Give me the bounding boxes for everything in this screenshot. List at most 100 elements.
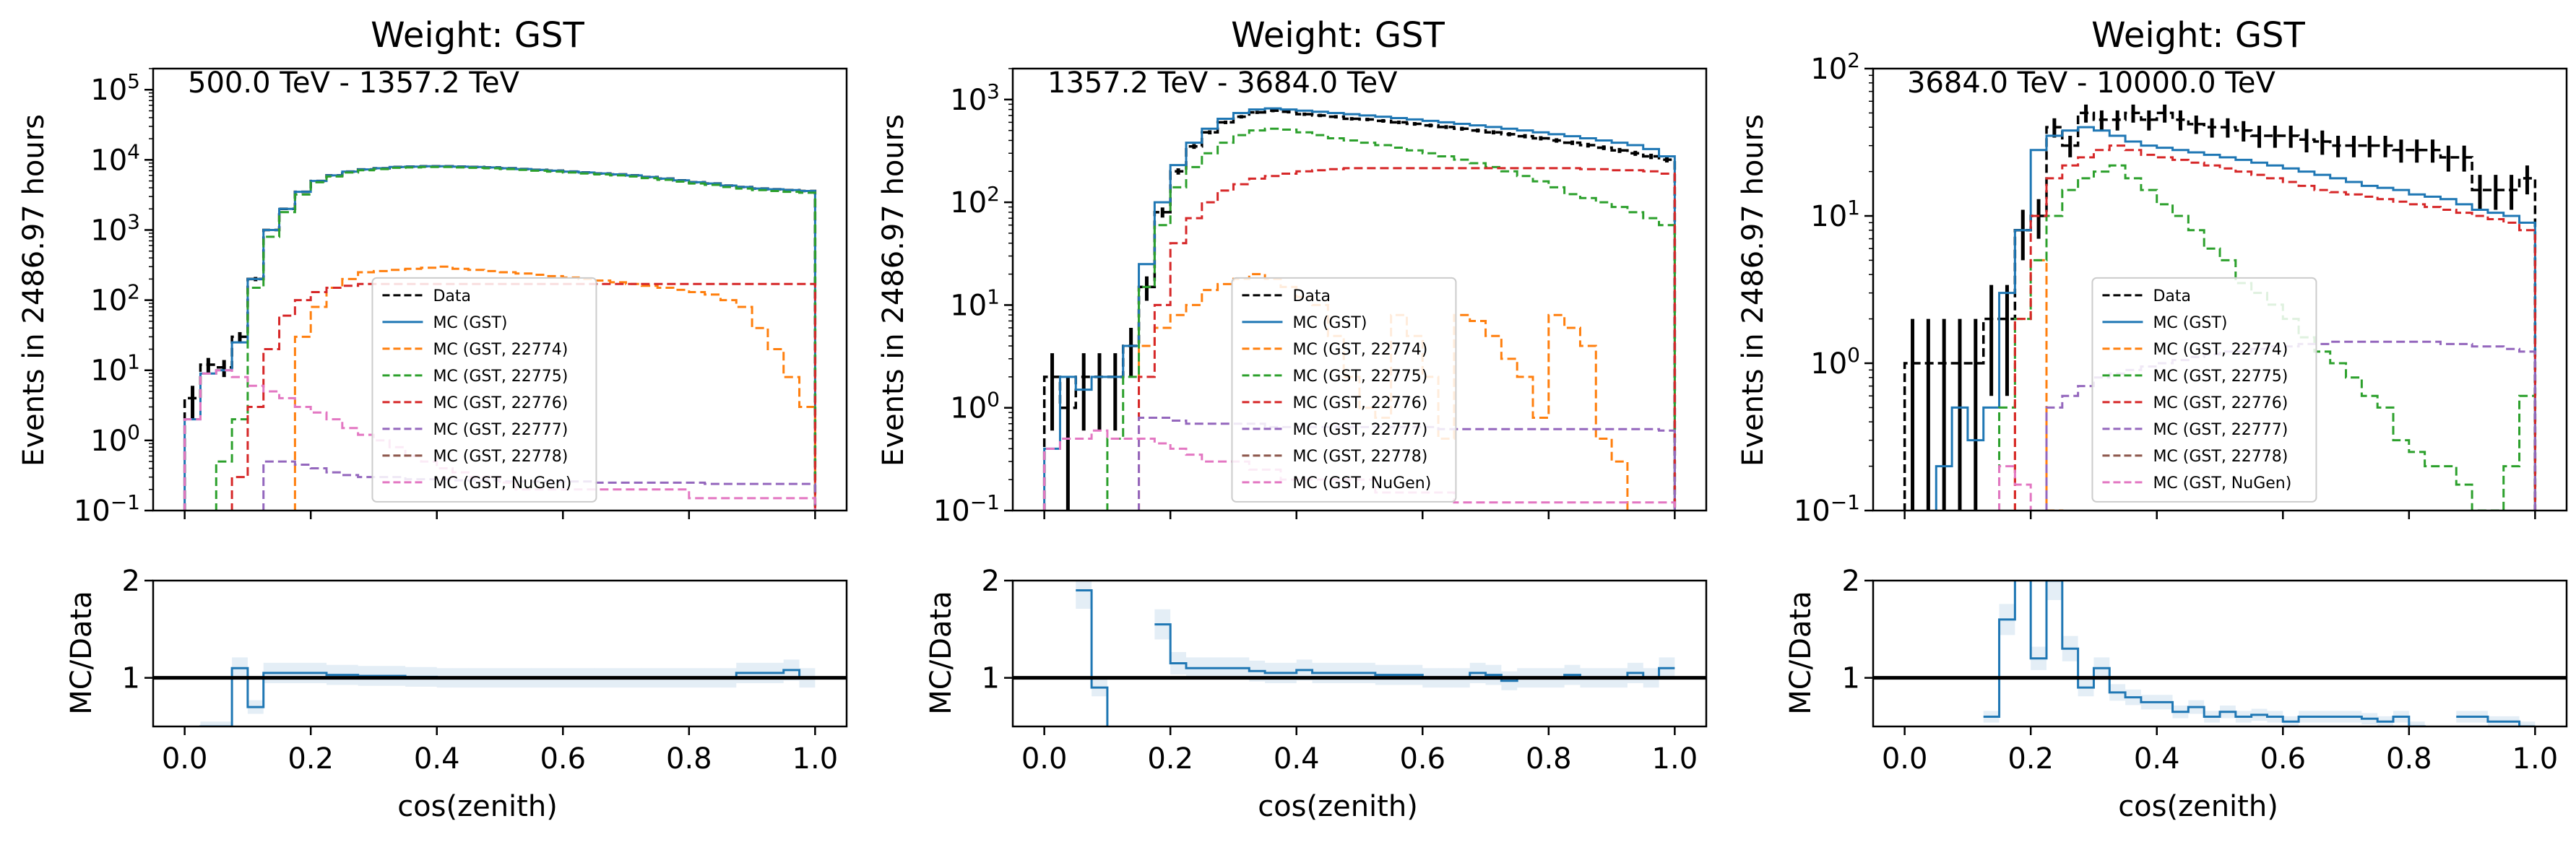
panel-0-ratio-band <box>200 721 217 726</box>
panel-1-legend-label-22777: MC (GST, 22777) <box>1292 421 1427 439</box>
panel-2-ratio-ytick-label: 2 <box>1842 565 1860 598</box>
panel-1-xtick-label: 0.2 <box>1147 742 1193 776</box>
panel-0-ytick-label: 103 <box>90 209 140 247</box>
panel-0-xtick-label: 0.4 <box>414 742 460 776</box>
panel-2-ratio-plot-area <box>1873 552 2567 726</box>
panel-1-legend-label-data: Data <box>1292 287 1331 305</box>
panel-0-legend-label-mc: MC (GST) <box>433 314 507 332</box>
panel-2-series-data <box>1903 111 2537 511</box>
panel-0-ratio-ylabel: MC/Data <box>65 591 98 714</box>
panel-0-title: Weight: GST <box>371 15 584 56</box>
panel-1-main-frame <box>1011 67 1708 512</box>
panel-2-ytick-label: 101 <box>1810 196 1860 233</box>
panel-0-xtick-label: 0.6 <box>540 742 586 776</box>
panel-0-xtick-label: 0.8 <box>666 742 712 776</box>
panel-1-legend-label-22775: MC (GST, 22775) <box>1292 368 1427 386</box>
panel-0-legend-label-22776: MC (GST, 22776) <box>433 394 568 412</box>
panel-2-ratio-ytick-label: 1 <box>1842 662 1860 695</box>
panel-1-ratio-ytick-label: 2 <box>982 565 1000 598</box>
panel-2-series-22776 <box>2013 144 2536 511</box>
panel-2-xtick-label: 0.6 <box>2260 742 2306 776</box>
panel-2-series-nugen <box>1998 465 2032 511</box>
panel-0-ylabel: Events in 2486.97 hours <box>17 114 51 466</box>
panel-1-main-plot-area <box>1042 107 1677 511</box>
panel-1-series-22775 <box>1106 127 1676 511</box>
panel-1-legend-label-22776: MC (GST, 22776) <box>1292 394 1427 412</box>
panel-2-ratio-band <box>2408 721 2425 726</box>
panel-2-xtick-label: 0.4 <box>2134 742 2180 776</box>
panel-0-legend-label-22775: MC (GST, 22775) <box>433 368 568 386</box>
panel-0-series-22775 <box>215 165 816 511</box>
panel-0-legend-label-22778: MC (GST, 22778) <box>433 448 568 466</box>
panel-1-legend-label-mc: MC (GST) <box>1292 314 1367 332</box>
panel-0-ratio-ytick-label: 1 <box>122 662 140 695</box>
panel-1-legend-label-nugen: MC (GST, NuGen) <box>1292 474 1431 492</box>
panel-1-ratio-ytick-label: 1 <box>982 662 1000 695</box>
panel-1-ratio-ylabel: MC/Data <box>925 591 958 714</box>
panel-1-ylabel: Events in 2486.97 hours <box>877 114 910 466</box>
panel-2-legend-label-22777: MC (GST, 22777) <box>2153 421 2288 439</box>
panel-0-series-22774 <box>293 265 816 511</box>
panel-2-series-22774 <box>2013 259 2064 511</box>
panel-0-ytick-label: 101 <box>90 350 140 388</box>
panel-1-xtick-label: 0.8 <box>1526 742 1572 776</box>
panel-1-ytick-label: 100 <box>950 388 1000 425</box>
panel-0-ratio-frame <box>152 579 848 728</box>
panel-0-ytick-label: 105 <box>90 69 140 107</box>
panel-0-legend-label-nugen: MC (GST, NuGen) <box>433 474 571 492</box>
panel-1-ytick-label: 102 <box>950 182 1000 220</box>
panel-0-ytick-label: 100 <box>90 420 140 458</box>
panel-2-xtick-label: 0.0 <box>1882 742 1928 776</box>
panel-2-legend-label-22778: MC (GST, 22778) <box>2153 448 2288 466</box>
panel-2-legend-label-22776: MC (GST, 22776) <box>2153 394 2288 412</box>
panel-2-xtick-label: 1.0 <box>2512 742 2559 776</box>
panel-1-series-22777 <box>1138 416 1676 511</box>
panel-1-xtick-label: 0.6 <box>1399 742 1445 776</box>
panel-0-ratio-ytick-label: 2 <box>122 565 140 598</box>
panel-0-legend-label-22774: MC (GST, 22774) <box>433 341 568 359</box>
panel-2-ratio-frame <box>1872 579 2568 728</box>
panel-0-ratio-plot-area <box>153 657 847 726</box>
panel-2-ytick-label: 10−1 <box>1794 490 1860 528</box>
panel-2-legend-label-data: Data <box>2153 287 2191 305</box>
panel-2-ratio-band <box>2015 552 2031 557</box>
panel-2-legend-label-mc: MC (GST) <box>2153 314 2227 332</box>
panel-0-ratio-band <box>216 721 233 726</box>
panel-2-ylabel: Events in 2486.97 hours <box>1737 114 1770 466</box>
panel-1: Weight: GST 1357.2 TeV - 3684.0 TeV Even… <box>877 15 1708 823</box>
panel-0-legend-label-data: Data <box>433 287 471 305</box>
panel-2-ratio-band <box>2519 721 2536 726</box>
panel-2-legend-label-22774: MC (GST, 22774) <box>2153 341 2288 359</box>
panel-0-legend: Data MC (GST) MC (GST, 22774) MC (GST, 2277… <box>371 277 597 503</box>
panel-0-series-nugen <box>183 369 816 511</box>
panel-0-xtick-label: 1.0 <box>792 742 839 776</box>
panel-2-series-mc <box>1935 126 2536 511</box>
panel-2-title: Weight: GST <box>2091 15 2305 56</box>
panel-2-legend-box <box>2091 277 2317 503</box>
panel-1-legend-label-22774: MC (GST, 22774) <box>1292 341 1427 359</box>
panel-0-ytick-label: 10−1 <box>74 490 140 528</box>
panel-0: Weight: GST 500.0 TeV - 1357.2 TeV Event… <box>17 15 848 823</box>
panel-1-legend-box <box>1231 277 1457 503</box>
panel-0-ytick-label: 104 <box>90 139 140 177</box>
panel-2-legend-label-22775: MC (GST, 22775) <box>2153 368 2288 386</box>
panel-0-legend-label-22777: MC (GST, 22777) <box>433 421 568 439</box>
panel-0-xtick-label: 0.2 <box>288 742 334 776</box>
panel-1-xtick-label: 1.0 <box>1652 742 1698 776</box>
panel-1-xlabel: cos(zenith) <box>1258 790 1418 823</box>
panel-1-ytick-label: 101 <box>950 285 1000 322</box>
panel-2-ytick-label: 100 <box>1810 343 1860 381</box>
panel-1-ytick-label: 103 <box>950 79 1000 117</box>
panel-2-annotation: 3684.0 TeV - 10000.0 TeV <box>1907 66 2276 100</box>
panel-2-ratio-ylabel: MC/Data <box>1784 591 1818 714</box>
panel-2-xtick-label: 0.8 <box>2386 742 2432 776</box>
panel-1-legend-label-22778: MC (GST, 22778) <box>1292 448 1427 466</box>
panel-1-ratio-band <box>1076 581 1092 609</box>
panel-2-xtick-label: 0.2 <box>2007 742 2054 776</box>
panel-0-main-frame <box>152 67 848 512</box>
panel-1-annotation: 1357.2 TeV - 3684.0 TeV <box>1047 66 1398 100</box>
panel-1-legend: Data MC (GST) MC (GST, 22774) MC (GST, 2277… <box>1231 277 1457 503</box>
panel-1-ratio-plot-area <box>1013 581 1706 726</box>
panel-1-series-22776 <box>1138 167 1676 511</box>
panel-2-legend-label-nugen: MC (GST, NuGen) <box>2153 474 2291 492</box>
